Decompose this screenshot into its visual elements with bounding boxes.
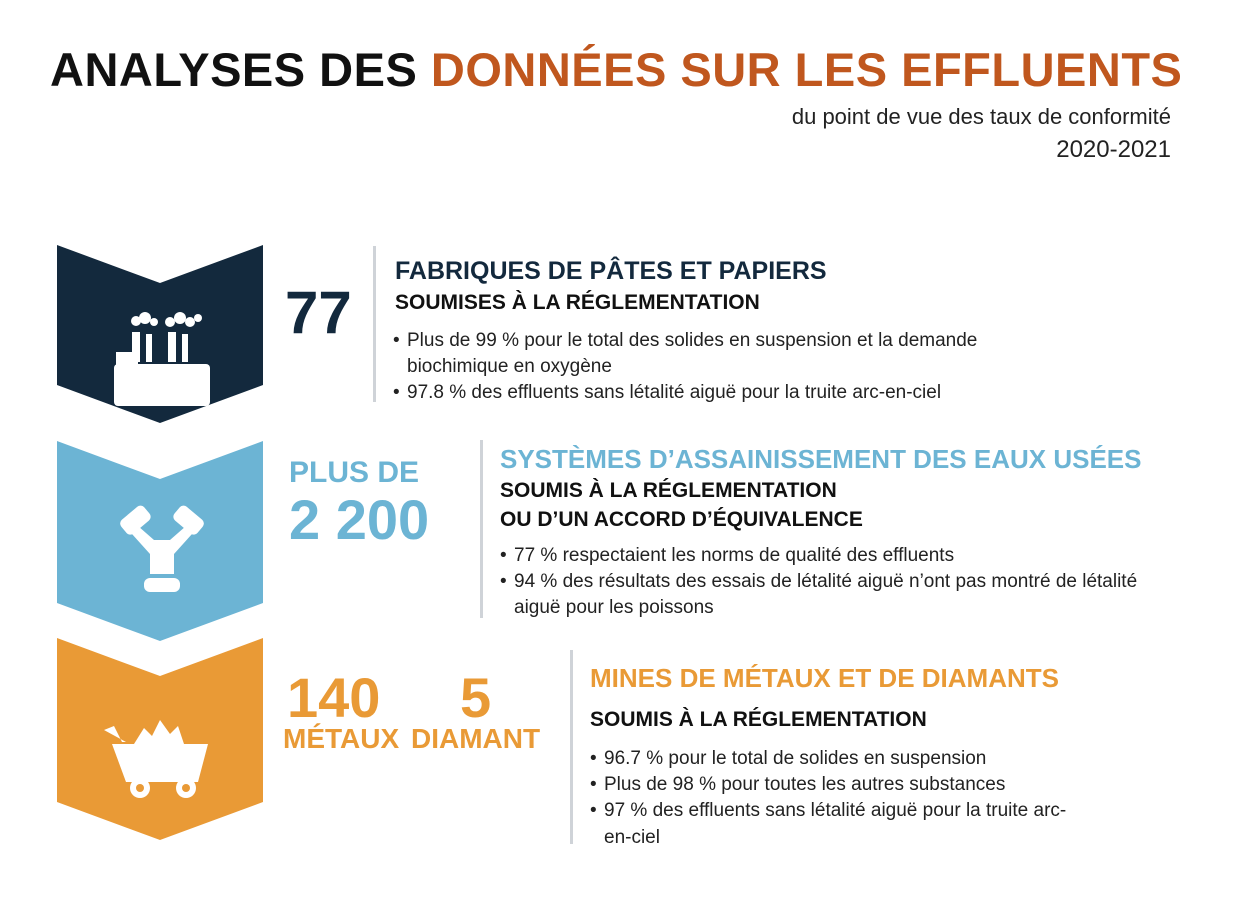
- title-part-dark: ANALYSES DES: [50, 43, 431, 96]
- list-item: Plus de 98 % pour toutes les autres subs…: [590, 772, 1070, 798]
- divider-2: [480, 440, 483, 618]
- mine-cart-icon: [104, 704, 210, 800]
- factory-icon: [110, 312, 214, 408]
- page-subtitle: du point de vue des taux de conformité: [791, 104, 1171, 129]
- list-item: 97 % des effluents sans létalité aiguë p…: [590, 798, 1070, 850]
- list-item: 96.7 % pour le total de solides en suspe…: [590, 746, 1070, 772]
- title-part-accent: DONNÉES SUR LES EFFLUENTS: [430, 43, 1183, 96]
- pipe-junction-icon: [114, 500, 210, 604]
- list-item: 97.8 % des effluents sans létalité aiguë…: [393, 380, 1073, 406]
- list-item: 77 % respectaient les norms de qualité d…: [500, 543, 1180, 569]
- wastewater-count: 2 200: [289, 488, 430, 551]
- list-item: Plus de 99 % pour le total des solides e…: [393, 328, 1073, 380]
- chevron-navy: [57, 245, 263, 423]
- pulp-mills-heading: FABRIQUES DE PÂTES ET PAPIERS: [395, 257, 827, 285]
- divider-3: [570, 650, 573, 844]
- mines-subheading: SOUMIS À LA RÉGLEMENTATION: [590, 708, 927, 731]
- metal-mines-count: 140: [287, 666, 381, 729]
- divider-1: [373, 246, 376, 402]
- pulp-mills-bullets: Plus de 99 % pour le total des solides e…: [393, 328, 1073, 407]
- wastewater-prefix: PLUS DE: [289, 456, 420, 489]
- diamond-mines-count: 5: [460, 666, 492, 729]
- pulp-mills-count: 77: [285, 279, 352, 346]
- wastewater-subheading-line2: OU D’UN ACCORD D’ÉQUIVALENCE: [500, 508, 863, 531]
- wastewater-subheading-line1: SOUMIS À LA RÉGLEMENTATION: [500, 479, 837, 502]
- mines-heading: MINES DE MÉTAUX ET DE DIAMANTS: [590, 663, 1059, 693]
- pulp-mills-subheading: SOUMISES À LA RÉGLEMENTATION: [395, 291, 760, 314]
- wastewater-bullets: 77 % respectaient les norms de qualité d…: [500, 543, 1180, 622]
- page-title: ANALYSES DES DONNÉES SUR LES EFFLUENTS: [50, 46, 1182, 93]
- mines-bullets: 96.7 % pour le total de solides en suspe…: [590, 746, 1070, 851]
- diamond-mines-label: DIAMANT: [411, 723, 541, 754]
- page-year: 2020-2021: [1056, 136, 1171, 163]
- list-item: 94 % des résultats des essais de létalit…: [500, 569, 1180, 621]
- metal-mines-label: MÉTAUX: [283, 723, 400, 754]
- wastewater-heading: SYSTÈMES D’ASSAINISSEMENT DES EAUX USÉES: [500, 444, 1142, 474]
